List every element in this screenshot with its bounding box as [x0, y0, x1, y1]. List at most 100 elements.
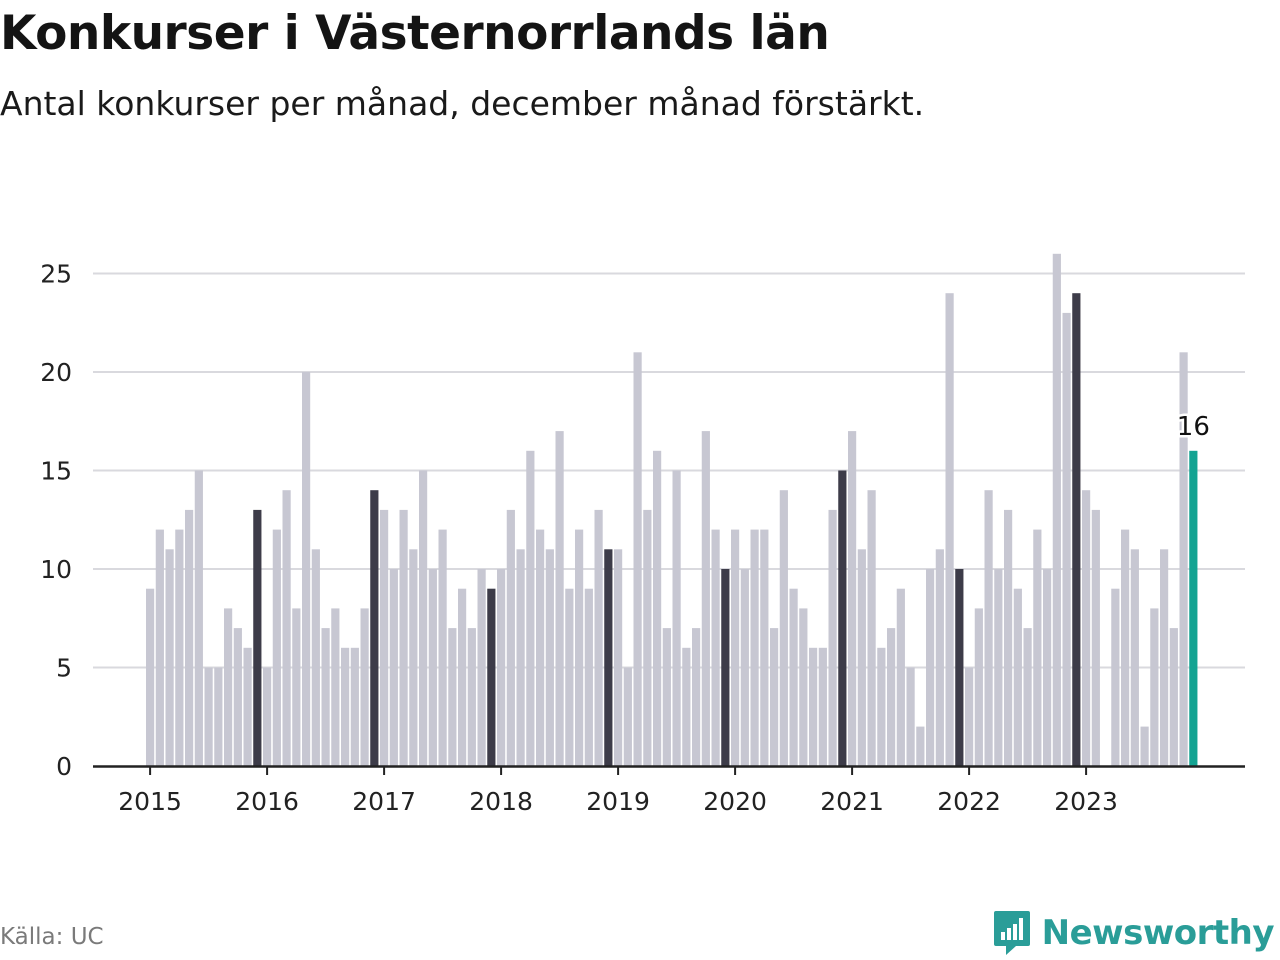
bar-december [955, 569, 964, 766]
bar [1160, 549, 1169, 766]
bar [701, 431, 710, 766]
bar [731, 529, 740, 766]
x-tick-label: 2016 [235, 787, 299, 816]
bar [926, 569, 935, 766]
bar [770, 628, 779, 766]
bar [965, 667, 974, 766]
bar [458, 588, 467, 766]
bar [389, 569, 398, 766]
bar [1004, 509, 1013, 766]
x-tick-label: 2020 [703, 787, 767, 816]
bar [331, 608, 340, 766]
bar [243, 647, 252, 766]
bar [584, 588, 593, 766]
bar [1062, 312, 1071, 766]
bar [896, 588, 905, 766]
bar [877, 647, 886, 766]
y-tick-label: 25 [40, 260, 72, 289]
bar-chart: 0 5 10 15 20 25 2015 2016 2017 2018 2019 2020 2021 20… [40, 253, 1245, 817]
bar-december [721, 569, 730, 766]
bar [614, 549, 623, 766]
bar [711, 529, 720, 766]
bar [760, 529, 769, 766]
bar [575, 529, 584, 766]
bar [321, 628, 330, 766]
brand-name: Newsworthy [1041, 913, 1275, 953]
bar [974, 608, 983, 766]
bar [233, 628, 242, 766]
bar [1169, 628, 1178, 766]
x-tick-label: 2019 [586, 787, 650, 816]
bar [692, 628, 701, 766]
x-tick-label: 2015 [118, 787, 182, 816]
bar [750, 529, 759, 766]
bar-december [838, 470, 847, 766]
bar [848, 431, 857, 766]
bar [662, 628, 671, 766]
bar [428, 569, 437, 766]
bar [945, 293, 954, 766]
bar [214, 667, 223, 766]
bar [409, 549, 418, 766]
bar-latest [1189, 450, 1198, 766]
bar [633, 352, 642, 766]
bar [506, 509, 515, 766]
chart-title: Konkurser i Västernorrlands län [0, 6, 830, 61]
bar [516, 549, 525, 766]
bars [146, 253, 1198, 767]
bar [438, 529, 447, 766]
axes [93, 765, 1245, 775]
bar [984, 490, 993, 766]
x-tick-label: 2018 [469, 787, 533, 816]
bar [1052, 253, 1061, 767]
bar [1082, 490, 1091, 766]
labels: 0 5 10 15 20 25 2015 2016 2017 2018 2019 2020 2021 20… [40, 260, 1212, 817]
bar [887, 628, 896, 766]
bar [185, 509, 194, 766]
newsworthy-logo: Newsworthy [992, 908, 1275, 958]
bar [809, 647, 818, 766]
bar [448, 628, 457, 766]
y-tick-label: 15 [40, 457, 72, 486]
bar [555, 431, 564, 766]
bar [302, 372, 311, 766]
bar-december [1072, 293, 1081, 766]
bar [175, 529, 184, 766]
bar [467, 628, 476, 766]
bar [1013, 588, 1022, 766]
bar [526, 450, 535, 766]
bar [1130, 549, 1139, 766]
source-note: Källa: UC [0, 924, 104, 950]
bar [916, 726, 925, 766]
bar [1033, 529, 1042, 766]
bar [779, 490, 788, 766]
bar [643, 509, 652, 766]
bar [263, 667, 272, 766]
bar [165, 549, 174, 766]
bar [282, 490, 291, 766]
bar [828, 509, 837, 766]
bar [497, 569, 506, 766]
x-tick-label: 2017 [352, 787, 416, 816]
x-tick-label: 2021 [820, 787, 884, 816]
bar [194, 470, 203, 766]
bar [341, 647, 350, 766]
bar [419, 470, 428, 766]
y-tick-label: 20 [40, 358, 72, 387]
bar [672, 470, 681, 766]
bar [994, 569, 1003, 766]
y-tick-label: 10 [40, 555, 72, 584]
bar-december [487, 588, 496, 766]
bar [1179, 352, 1188, 766]
bar [399, 509, 408, 766]
bar [155, 529, 164, 766]
bar [1091, 509, 1100, 766]
gridlines [93, 272, 1245, 669]
bar-december [604, 549, 613, 766]
bar [1121, 529, 1130, 766]
bar [653, 450, 662, 766]
bar [146, 588, 155, 766]
bar [594, 509, 603, 766]
bar [740, 569, 749, 766]
bar [545, 549, 554, 766]
